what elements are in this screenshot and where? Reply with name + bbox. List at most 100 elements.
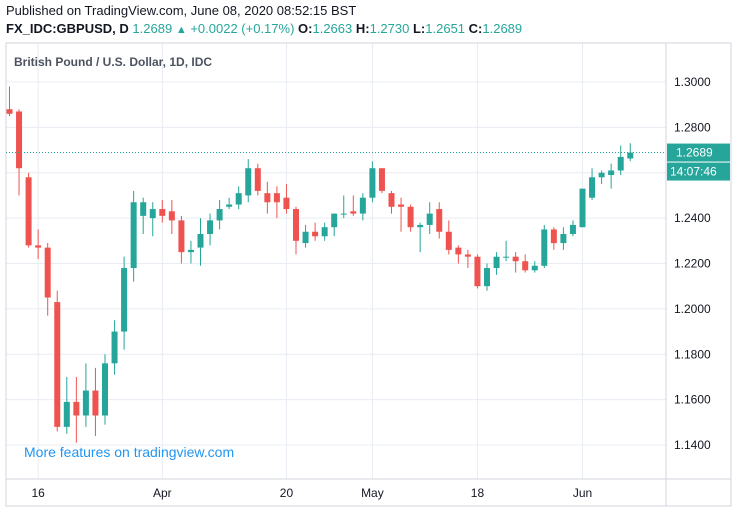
- y-tick-label: 1.1600: [674, 393, 711, 407]
- x-tick-label: Apr: [153, 486, 172, 500]
- candle: [398, 197, 405, 232]
- candle: [560, 227, 567, 250]
- candle: [245, 159, 252, 203]
- candle-body: [417, 224, 424, 228]
- candle-body: [187, 249, 194, 253]
- candle-body: [474, 256, 481, 287]
- candle-body: [140, 202, 147, 216]
- candle-body: [331, 213, 338, 228]
- candle: [92, 367, 99, 436]
- candle-body: [54, 302, 61, 427]
- candle: [512, 252, 519, 273]
- candle: [589, 168, 596, 200]
- candle-body: [216, 209, 223, 221]
- candle: [187, 240, 194, 264]
- open-value: 1.2663: [312, 21, 353, 36]
- candle-body: [464, 254, 471, 257]
- candle: [302, 224, 309, 248]
- price-axis[interactable]: 1.1400 1.1600 1.1800 1.2000 1.2200 1.2400 1.26…: [674, 75, 711, 452]
- candle: [149, 202, 156, 237]
- candle: [407, 204, 414, 232]
- candle: [140, 197, 147, 235]
- candle: [464, 249, 471, 269]
- candle: [168, 199, 175, 235]
- candle: [541, 224, 548, 269]
- symbol-label[interactable]: FX_IDC:GBPUSD, D: [6, 21, 129, 36]
- published-caption: Published on TradingView.com, June 08, 2…: [6, 3, 357, 18]
- candle: [111, 320, 118, 375]
- candle-body: [73, 401, 80, 416]
- countdown-tag: 14:07:46: [667, 162, 730, 181]
- last-price: 1.2689: [132, 21, 173, 36]
- candle-body: [235, 193, 242, 205]
- candle-body: [407, 206, 414, 228]
- candle: [359, 193, 366, 221]
- candle-body: [283, 197, 290, 210]
- candle: [73, 376, 80, 443]
- candle: [617, 145, 624, 176]
- candle-body: [436, 209, 443, 232]
- candle-body: [589, 177, 596, 198]
- ohlc-legend: FX_IDC:GBPUSD, D 1.2689 ▲ +0.0022 (+0.17…: [6, 21, 522, 36]
- candle-body: [493, 256, 500, 269]
- y-tick-label: 1.2800: [674, 120, 711, 134]
- candle: [608, 163, 615, 189]
- candle-body: [25, 177, 32, 246]
- candle-body: [541, 229, 548, 266]
- candle-body: [207, 220, 214, 235]
- tradingview-link[interactable]: More features on tradingview.com: [24, 444, 234, 460]
- x-tick-label: 20: [280, 486, 294, 500]
- candle-body: [340, 213, 347, 215]
- y-tick-label: 1.1800: [674, 347, 711, 361]
- candle-body: [445, 231, 452, 250]
- candle-body: [398, 204, 405, 207]
- candle-body: [359, 197, 366, 214]
- candle: [484, 263, 490, 291]
- candle: [283, 184, 290, 214]
- y-tick-label: 1.2200: [674, 257, 711, 271]
- candle-body: [569, 224, 576, 235]
- chart-frame: [5, 42, 732, 507]
- candle-body: [455, 247, 462, 255]
- candle: [54, 290, 61, 432]
- candle: [522, 254, 529, 273]
- candle-body: [82, 390, 89, 416]
- x-tick-label: 18: [471, 486, 485, 500]
- candle-body: [388, 193, 395, 207]
- candle-body: [531, 265, 538, 271]
- candle: [445, 220, 452, 255]
- candle: [369, 161, 376, 203]
- candle-body: [16, 111, 23, 169]
- high-value: 1.2730: [369, 21, 410, 36]
- candle: [493, 252, 500, 275]
- low-label: L:: [412, 21, 426, 36]
- candle: [216, 199, 223, 230]
- candle: [436, 202, 443, 239]
- candle-body: [92, 390, 99, 416]
- candle-body: [512, 256, 519, 262]
- candle: [121, 256, 128, 350]
- candle: [293, 206, 299, 255]
- candle: [550, 227, 557, 250]
- candle-body: [550, 229, 557, 244]
- candle: [254, 163, 261, 196]
- candle: [16, 109, 23, 196]
- candle: [102, 354, 108, 425]
- candle-body: [178, 220, 185, 253]
- candle: [197, 218, 204, 266]
- candle: [159, 199, 166, 223]
- time-axis[interactable]: 16 Apr 20 May 18 Jun: [31, 486, 592, 500]
- candle: [235, 186, 242, 210]
- candle-body: [226, 204, 233, 207]
- x-tick-label: 16: [31, 486, 45, 500]
- candle: [273, 186, 280, 219]
- candle-body: [44, 247, 51, 298]
- candle-body: [522, 261, 529, 271]
- low-value: 1.2651: [425, 21, 466, 36]
- candle: [63, 376, 70, 434]
- candle-body: [350, 211, 357, 214]
- candle-body: [63, 401, 70, 427]
- candle-body: [321, 227, 328, 237]
- candle: [531, 261, 538, 273]
